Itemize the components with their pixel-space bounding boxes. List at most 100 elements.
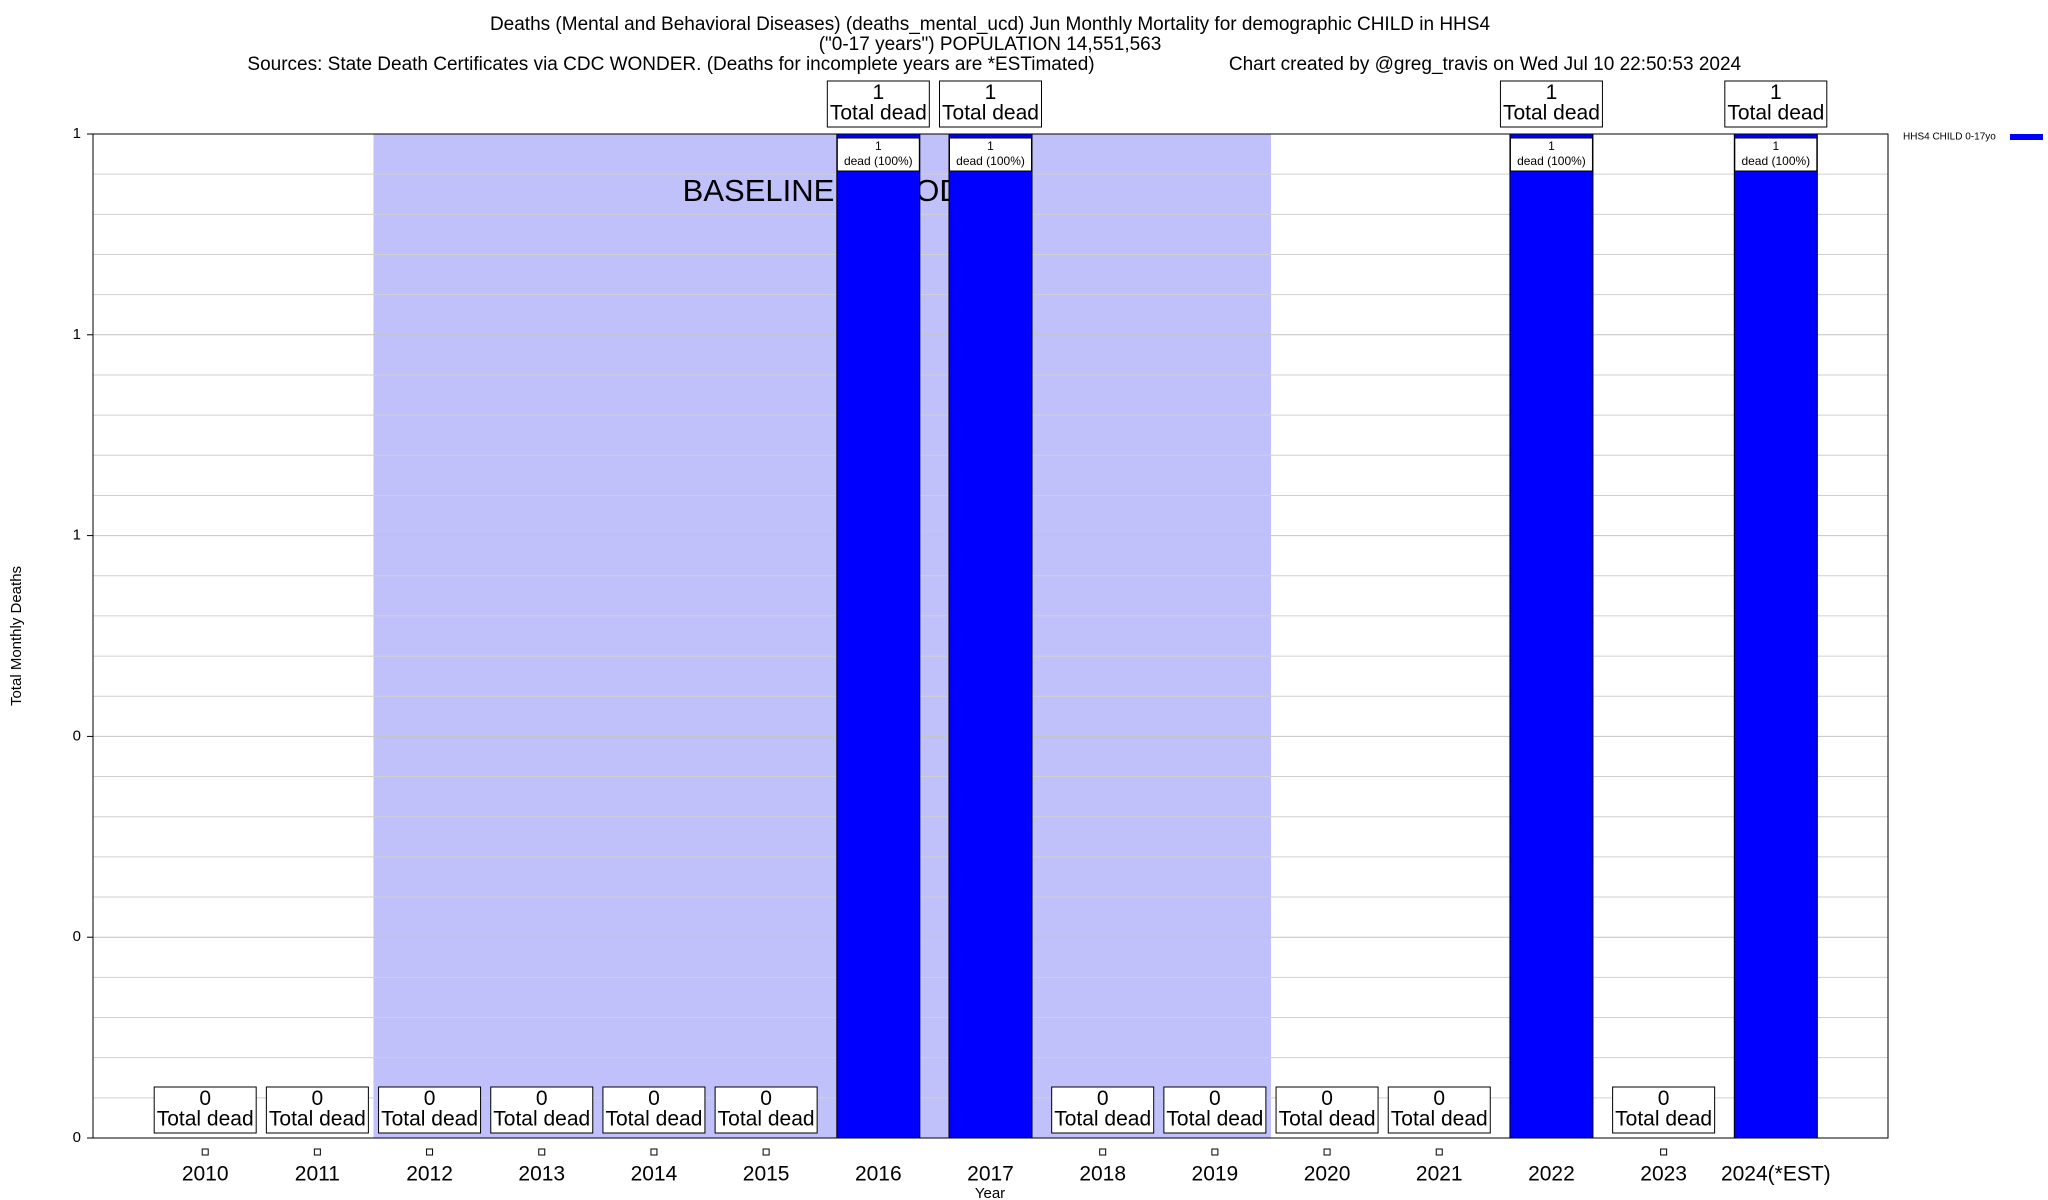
total-label-text: Total dead	[493, 1108, 590, 1131]
bar-marker	[313, 1148, 321, 1156]
inner-label: dead (100%)	[1741, 154, 1810, 168]
total-value: 0	[1433, 1087, 1445, 1110]
total-label-box	[1163, 1086, 1267, 1134]
inner-label-box	[836, 137, 920, 172]
inner-value: 1	[875, 139, 882, 153]
total-label-text: Total dead	[1391, 1108, 1488, 1131]
x-tick-label: 2022	[1528, 1163, 1575, 1186]
total-label: 1	[1770, 81, 1782, 104]
total-label-text: Total dead	[1727, 102, 1824, 125]
total-label: 0	[1209, 1087, 1221, 1110]
x-tick-label: 2024(*EST)	[1721, 1163, 1831, 1186]
inner-value: 1	[987, 139, 994, 153]
total-label-box	[602, 1086, 706, 1134]
y-tick-label: 1	[73, 326, 81, 343]
total-label-box	[1499, 80, 1603, 128]
chart-credit: Chart created by @greg_travis on Wed Jul…	[1229, 54, 1742, 75]
inner-label-box	[1509, 137, 1593, 172]
total-label-box	[265, 1086, 369, 1134]
bar-marker	[1099, 1148, 1107, 1156]
x-tick-label: 2010	[182, 1163, 229, 1186]
inner-label-value: 1	[987, 139, 994, 153]
total-value: 0	[536, 1087, 548, 1110]
total-value: 0	[424, 1087, 436, 1110]
baseline-shade	[373, 134, 1271, 1138]
inner-label: dead (100%)	[956, 154, 1025, 168]
total-value: 0	[648, 1087, 660, 1110]
total-label-text: Total dead	[1503, 102, 1600, 125]
bar	[1733, 133, 1818, 1139]
x-tick-label: 2019	[1192, 1163, 1239, 1186]
x-tick-label: 2020	[1304, 1163, 1351, 1186]
total-label-text: Total dead	[1054, 1108, 1151, 1131]
total-label: 0	[1658, 1087, 1670, 1110]
chart-subtitle: ("0-17 years") POPULATION 14,551,563	[819, 34, 1162, 55]
total-label-text: Total dead	[157, 1108, 254, 1131]
bar	[1509, 133, 1594, 1139]
x-tick-label: 2013	[518, 1163, 565, 1186]
total-value: 0	[1209, 1087, 1221, 1110]
total-value: 0	[312, 1087, 324, 1110]
y-tick-label: 0	[73, 928, 81, 945]
total-label: 0	[312, 1087, 324, 1110]
total-label-box	[826, 80, 930, 128]
total-value: 0	[1658, 1087, 1670, 1110]
plot-frame	[92, 133, 1889, 1139]
total-label: 0	[1433, 1087, 1445, 1110]
x-tick-label: 2011	[295, 1163, 340, 1186]
inner-label-value: 1	[1548, 139, 1555, 153]
total-label: 0	[648, 1087, 660, 1110]
y-tick-label: 1	[73, 125, 81, 142]
x-tick-label: 2014	[631, 1163, 678, 1186]
inner-value: 1	[1548, 139, 1555, 153]
total-label: 0	[199, 1087, 211, 1110]
x-tick-label: 2023	[1640, 1163, 1687, 1186]
bar-marker	[201, 1148, 209, 1156]
legend-label: HHS4 CHILD 0-17yo	[1903, 132, 1996, 143]
y-tick-label: 0	[73, 727, 81, 744]
x-tick-label: 2016	[855, 1163, 902, 1186]
total-label: 1	[985, 81, 997, 104]
x-tick-label: 2017	[967, 1163, 1014, 1186]
total-label: 1	[1546, 81, 1558, 104]
total-label-text: Total dead	[381, 1108, 478, 1131]
total-label-text: Total dead	[718, 1108, 815, 1131]
bar-marker	[538, 1148, 546, 1156]
total-label: 1	[872, 81, 884, 104]
total-label-text: Total dead	[1615, 1108, 1712, 1131]
total-value: 1	[872, 81, 884, 104]
bar	[836, 133, 921, 1139]
total-label-text: Total dead	[830, 102, 927, 125]
total-label: 0	[1321, 1087, 1333, 1110]
total-label-box	[939, 80, 1042, 128]
total-label: 0	[1097, 1087, 1109, 1110]
x-tick-label: 2021	[1416, 1163, 1463, 1186]
total-value: 0	[1321, 1087, 1333, 1110]
inner-value: 1	[1772, 139, 1779, 153]
total-label-box	[714, 1086, 818, 1134]
bar	[948, 133, 1033, 1139]
total-value: 0	[1097, 1087, 1109, 1110]
inner-label-value: 1	[875, 139, 882, 153]
total-label-box	[1051, 1086, 1155, 1134]
bar-marker	[762, 1148, 770, 1156]
x-tick-label: 2018	[1079, 1163, 1126, 1186]
total-value: 1	[1770, 81, 1782, 104]
chart-title: Deaths (Mental and Behavioral Diseases) …	[490, 14, 1491, 35]
y-tick-label: 1	[73, 527, 81, 544]
total-label-box	[1724, 80, 1828, 128]
x-axis-label: Year	[975, 1185, 1005, 1200]
bar-marker	[1211, 1148, 1219, 1156]
bar-marker	[1435, 1148, 1443, 1156]
total-label-text: Total dead	[1166, 1108, 1263, 1131]
total-value: 1	[1546, 81, 1558, 104]
y-tick-label: 0	[73, 1129, 81, 1146]
total-label: 0	[424, 1087, 436, 1110]
inner-label-box	[1734, 137, 1818, 172]
legend-swatch	[2010, 134, 2043, 140]
bar-marker	[426, 1148, 434, 1156]
total-label-text: Total dead	[269, 1108, 366, 1131]
inner-label-value: 1	[1772, 139, 1779, 153]
total-value: 0	[199, 1087, 211, 1110]
total-label-box	[1275, 1086, 1379, 1134]
